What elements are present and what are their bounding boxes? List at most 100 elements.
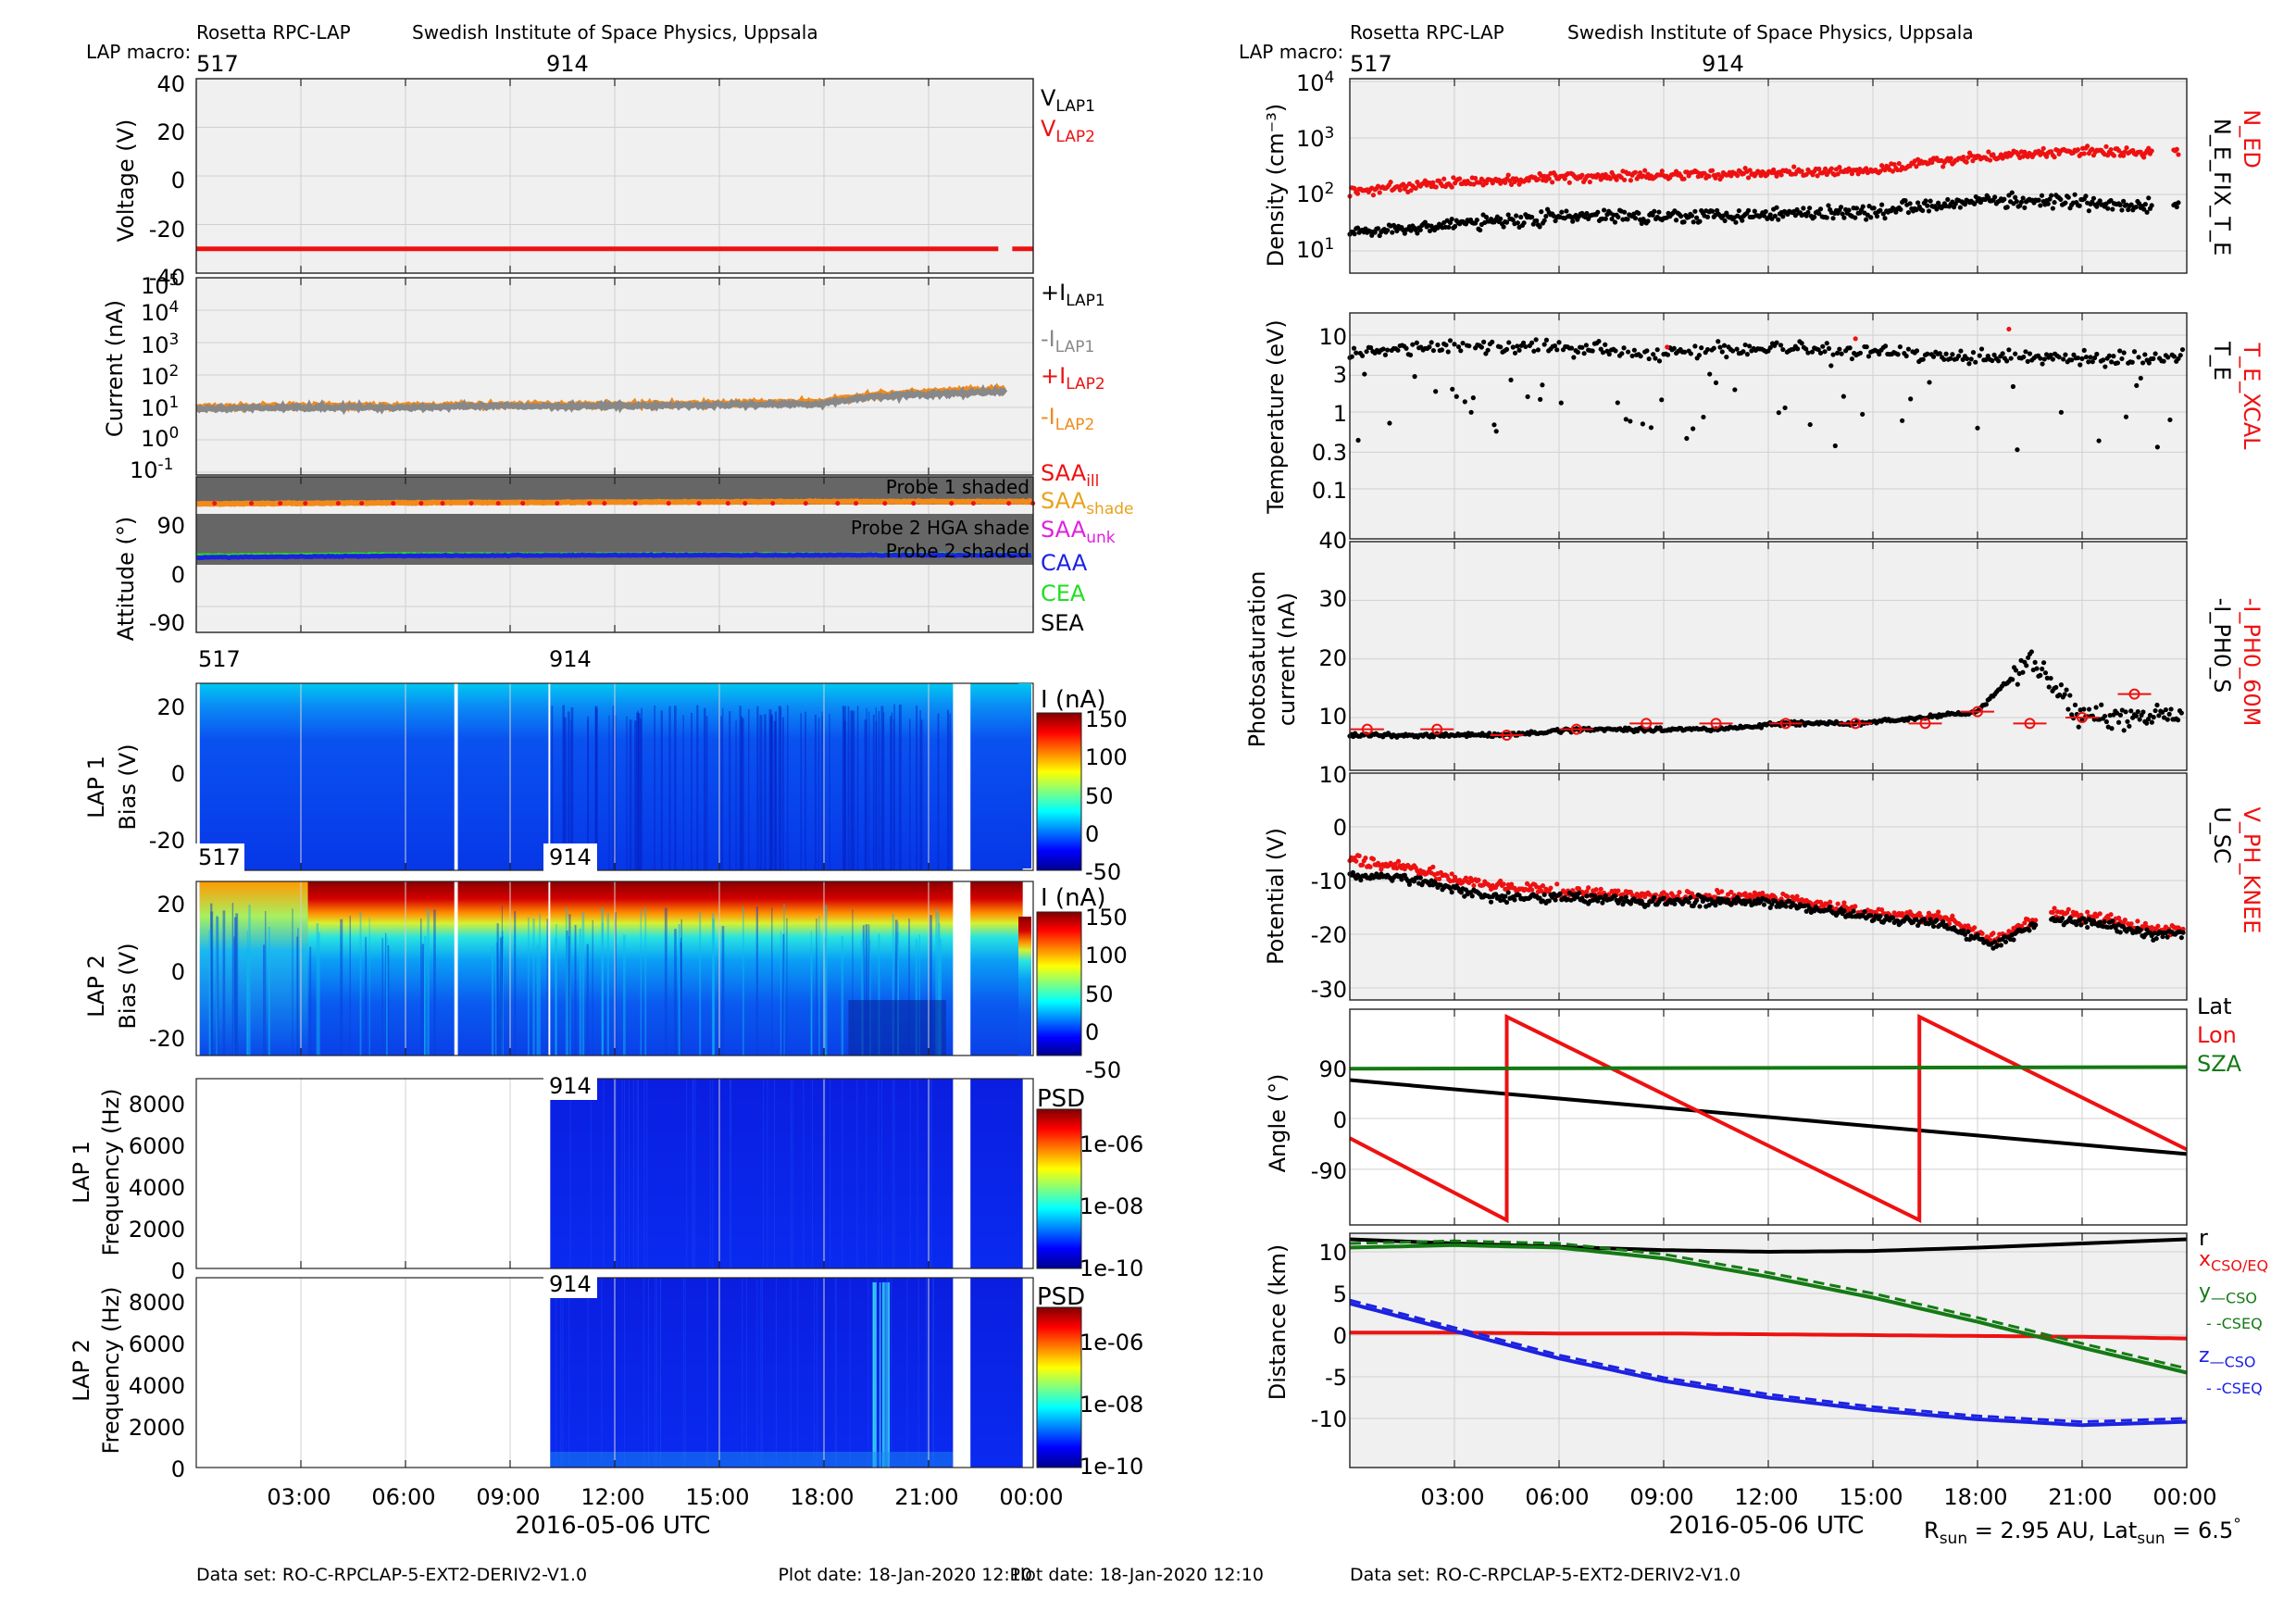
- lap2-freq-ytick: 2000: [128, 1415, 185, 1441]
- density-point: [2009, 190, 2015, 195]
- photo-point: [2103, 718, 2109, 725]
- density-point: [1681, 219, 1687, 225]
- lap1-bias-ytick: 20: [156, 694, 185, 720]
- density-ytick: 104: [1296, 69, 1335, 96]
- attitude-point: [949, 501, 955, 506]
- right-xtick: 21:00: [2048, 1484, 2113, 1510]
- potential-point: [2149, 933, 2154, 939]
- density-point: [1709, 168, 1716, 173]
- density-point: [1957, 205, 1963, 210]
- density-point: [1385, 228, 1391, 233]
- legend-entry: +ILAP2: [1041, 363, 1105, 394]
- density-point: [1769, 216, 1775, 221]
- temperature-point: [1900, 418, 1905, 423]
- potential-point: [1878, 914, 1883, 919]
- lap2-bias-ytick: -20: [148, 1026, 185, 1052]
- density-point: [2115, 147, 2122, 154]
- density-point: [2038, 203, 2043, 208]
- temperature-point: [2136, 355, 2141, 360]
- legend-entry: -ILAP1: [1041, 326, 1095, 356]
- temperature-point: [1349, 354, 1354, 359]
- temperature-point: [1538, 396, 1543, 402]
- potential-point: [2165, 934, 2170, 940]
- voltage-ylabel: Voltage (V): [113, 119, 139, 243]
- temperature-point: [1646, 356, 1652, 362]
- density-point: [2049, 193, 2054, 198]
- density-point: [1964, 159, 1969, 165]
- density-point: [1518, 214, 1524, 220]
- temperature-point: [2081, 347, 2087, 353]
- potential-point: [1358, 877, 1364, 883]
- photo-point: [2151, 715, 2156, 720]
- distance-ytick: 5: [1332, 1281, 1347, 1307]
- density-point: [1656, 209, 1662, 215]
- density-point: [1926, 208, 1932, 214]
- density-point: [2045, 201, 2051, 206]
- distance-ytick: -5: [1325, 1365, 1347, 1391]
- left-xtick: 21:00: [894, 1484, 959, 1510]
- density-point: [1622, 209, 1628, 215]
- distance-legend-y2: - -CSEQ: [2206, 1315, 2263, 1332]
- right-xtick: 03:00: [1420, 1484, 1485, 1510]
- temperature-point: [1659, 397, 1665, 403]
- temperature-point: [1711, 345, 1716, 351]
- lap2-bias-ylabel: LAP 2: [83, 955, 109, 1018]
- temperature-point: [1600, 350, 1606, 356]
- potential-point: [1417, 875, 1423, 881]
- temperature-point: [1724, 354, 1729, 360]
- photo-point: [2133, 713, 2139, 718]
- temperature-point: [1707, 371, 1713, 377]
- density-point: [1898, 206, 1903, 212]
- voltage-ytick: 20: [156, 119, 185, 145]
- potential-point: [1975, 932, 1980, 938]
- temperature-point: [1579, 344, 1585, 350]
- photo-point: [2152, 707, 2158, 714]
- potential-point: [2180, 930, 2186, 935]
- photo-legend-black: -I_PH0_S: [2209, 597, 2235, 693]
- density-ytick: 102: [1296, 180, 1335, 207]
- density-point: [1896, 161, 1902, 167]
- temperature-ytick: 3: [1332, 362, 1347, 388]
- density-point: [2022, 205, 2028, 210]
- density-point: [2174, 204, 2179, 210]
- density-point: [1650, 212, 1655, 218]
- density-point: [2111, 153, 2117, 158]
- density-point: [1447, 219, 1454, 226]
- potential-point: [1476, 877, 1481, 883]
- legend-entry: SAAunk: [1041, 517, 1116, 547]
- density-point: [1882, 168, 1888, 173]
- temperature-point: [1656, 358, 1663, 364]
- temperature-point: [1535, 347, 1541, 353]
- temperature-point: [2177, 353, 2183, 358]
- density-point: [1537, 224, 1542, 230]
- lap1-freq-ytick: 4000: [128, 1175, 185, 1201]
- density-point: [1907, 201, 1913, 206]
- current-series: [195, 383, 1008, 416]
- temperature-point: [1414, 340, 1419, 345]
- photo-point: [2125, 718, 2130, 724]
- temperature-point: [2146, 360, 2152, 366]
- lap1-freq-ytick: 0: [170, 1258, 185, 1284]
- temperature-point: [1491, 422, 1497, 428]
- photo-point: [2117, 712, 2124, 718]
- density-ytick: 101: [1296, 235, 1335, 263]
- photo-point: [2145, 716, 2152, 722]
- temperature-point: [1427, 344, 1432, 350]
- potential-point: [2160, 934, 2165, 940]
- density-point: [1815, 173, 1820, 179]
- potential-point: [1697, 904, 1703, 909]
- density-point: [2058, 196, 2064, 203]
- temperature-point: [1543, 337, 1550, 343]
- density-point: [2117, 202, 2123, 207]
- potential-point: [1990, 931, 1996, 936]
- temperature-point: [1430, 347, 1436, 354]
- photo-marker: [1779, 718, 1791, 730]
- photo-point: [2056, 692, 2063, 698]
- temperature-point: [1860, 411, 1866, 418]
- temperature-point: [1847, 345, 1853, 351]
- angle-series: [1349, 1078, 2188, 1156]
- photo-marker: [1570, 723, 1582, 735]
- density-point: [1457, 176, 1463, 181]
- attitude-ytick: 0: [170, 562, 185, 588]
- potential-point: [1512, 897, 1517, 903]
